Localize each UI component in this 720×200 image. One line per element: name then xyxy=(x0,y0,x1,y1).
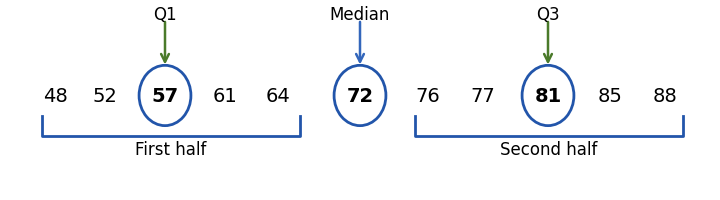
Text: 88: 88 xyxy=(652,87,678,105)
Text: 64: 64 xyxy=(266,87,290,105)
Text: 52: 52 xyxy=(93,87,117,105)
Text: Median: Median xyxy=(330,6,390,24)
Text: 57: 57 xyxy=(151,87,179,105)
Text: 85: 85 xyxy=(598,87,622,105)
Text: 48: 48 xyxy=(42,87,68,105)
Text: 61: 61 xyxy=(212,87,238,105)
Text: Q3: Q3 xyxy=(536,6,560,24)
Text: 72: 72 xyxy=(346,87,374,105)
Text: Q1: Q1 xyxy=(153,6,177,24)
Text: 76: 76 xyxy=(415,87,441,105)
Text: First half: First half xyxy=(135,140,207,158)
Text: 77: 77 xyxy=(471,87,495,105)
Text: 81: 81 xyxy=(534,87,562,105)
Text: Second half: Second half xyxy=(500,140,598,158)
